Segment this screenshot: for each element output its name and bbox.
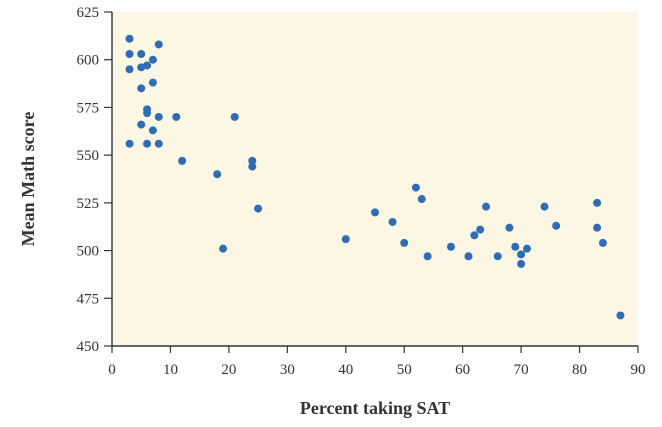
x-tick-label: 80	[572, 362, 587, 378]
data-point	[213, 170, 222, 179]
data-point	[154, 112, 163, 121]
y-tick-label: 450	[77, 339, 100, 355]
data-point	[511, 242, 520, 251]
data-point	[505, 223, 514, 232]
data-point	[148, 55, 157, 64]
data-point	[154, 139, 163, 148]
plot-area	[112, 12, 638, 346]
data-point	[446, 242, 455, 251]
data-point	[125, 139, 134, 148]
y-axis-title: Mean Math score	[18, 112, 38, 247]
x-tick-label: 0	[108, 362, 116, 378]
y-tick-label: 575	[77, 100, 100, 116]
data-point	[598, 238, 607, 247]
data-point	[248, 162, 257, 171]
data-point	[172, 112, 181, 121]
data-point	[178, 156, 187, 165]
data-point	[593, 198, 602, 207]
y-tick-label: 625	[77, 5, 100, 21]
data-point	[143, 109, 152, 118]
data-point	[137, 49, 146, 58]
data-point	[522, 244, 531, 253]
data-point	[125, 49, 134, 58]
y-tick-label: 550	[77, 148, 100, 164]
data-point	[125, 65, 134, 74]
x-tick-label: 60	[455, 362, 470, 378]
y-tick-label: 525	[77, 196, 100, 212]
data-point	[341, 235, 350, 244]
data-point	[154, 40, 163, 49]
data-point	[148, 78, 157, 87]
x-tick-label: 70	[514, 362, 529, 378]
data-point	[417, 195, 426, 204]
data-point	[552, 221, 561, 230]
x-tick-label: 50	[397, 362, 412, 378]
x-tick-label: 20	[221, 362, 236, 378]
data-point	[470, 231, 479, 240]
data-point	[593, 223, 602, 232]
data-point	[148, 126, 157, 135]
data-point	[254, 204, 263, 213]
data-point	[423, 252, 432, 261]
data-points	[125, 34, 625, 320]
data-point	[400, 238, 409, 247]
data-point	[248, 156, 257, 165]
x-tick-label: 90	[631, 362, 646, 378]
y-tick-label: 475	[77, 291, 100, 307]
data-point	[464, 252, 473, 261]
y-tick-label: 600	[77, 53, 100, 69]
data-point	[143, 61, 152, 70]
data-point	[517, 259, 526, 268]
x-tick-label: 30	[280, 362, 295, 378]
data-point	[137, 120, 146, 129]
data-point	[230, 112, 239, 121]
data-point	[137, 84, 146, 93]
y-tick-label: 500	[77, 244, 100, 260]
data-point	[388, 217, 397, 226]
x-tick-label: 40	[338, 362, 353, 378]
data-point	[411, 183, 420, 192]
data-point	[493, 252, 502, 261]
x-tick-label: 10	[163, 362, 178, 378]
data-point	[143, 139, 152, 148]
data-point	[540, 202, 549, 211]
data-point	[476, 225, 485, 234]
y-axis-ticks: 450 475 500 525 550 575 600 625	[77, 5, 112, 355]
data-point	[616, 311, 625, 320]
data-point	[219, 244, 228, 253]
data-point	[517, 250, 526, 259]
x-axis-ticks: 0 10 20 30 40 50 60 70 80 90	[108, 346, 646, 378]
data-point	[482, 202, 491, 211]
data-point	[371, 208, 379, 217]
x-axis-title: Percent taking SAT	[300, 398, 450, 418]
data-point	[125, 34, 134, 43]
